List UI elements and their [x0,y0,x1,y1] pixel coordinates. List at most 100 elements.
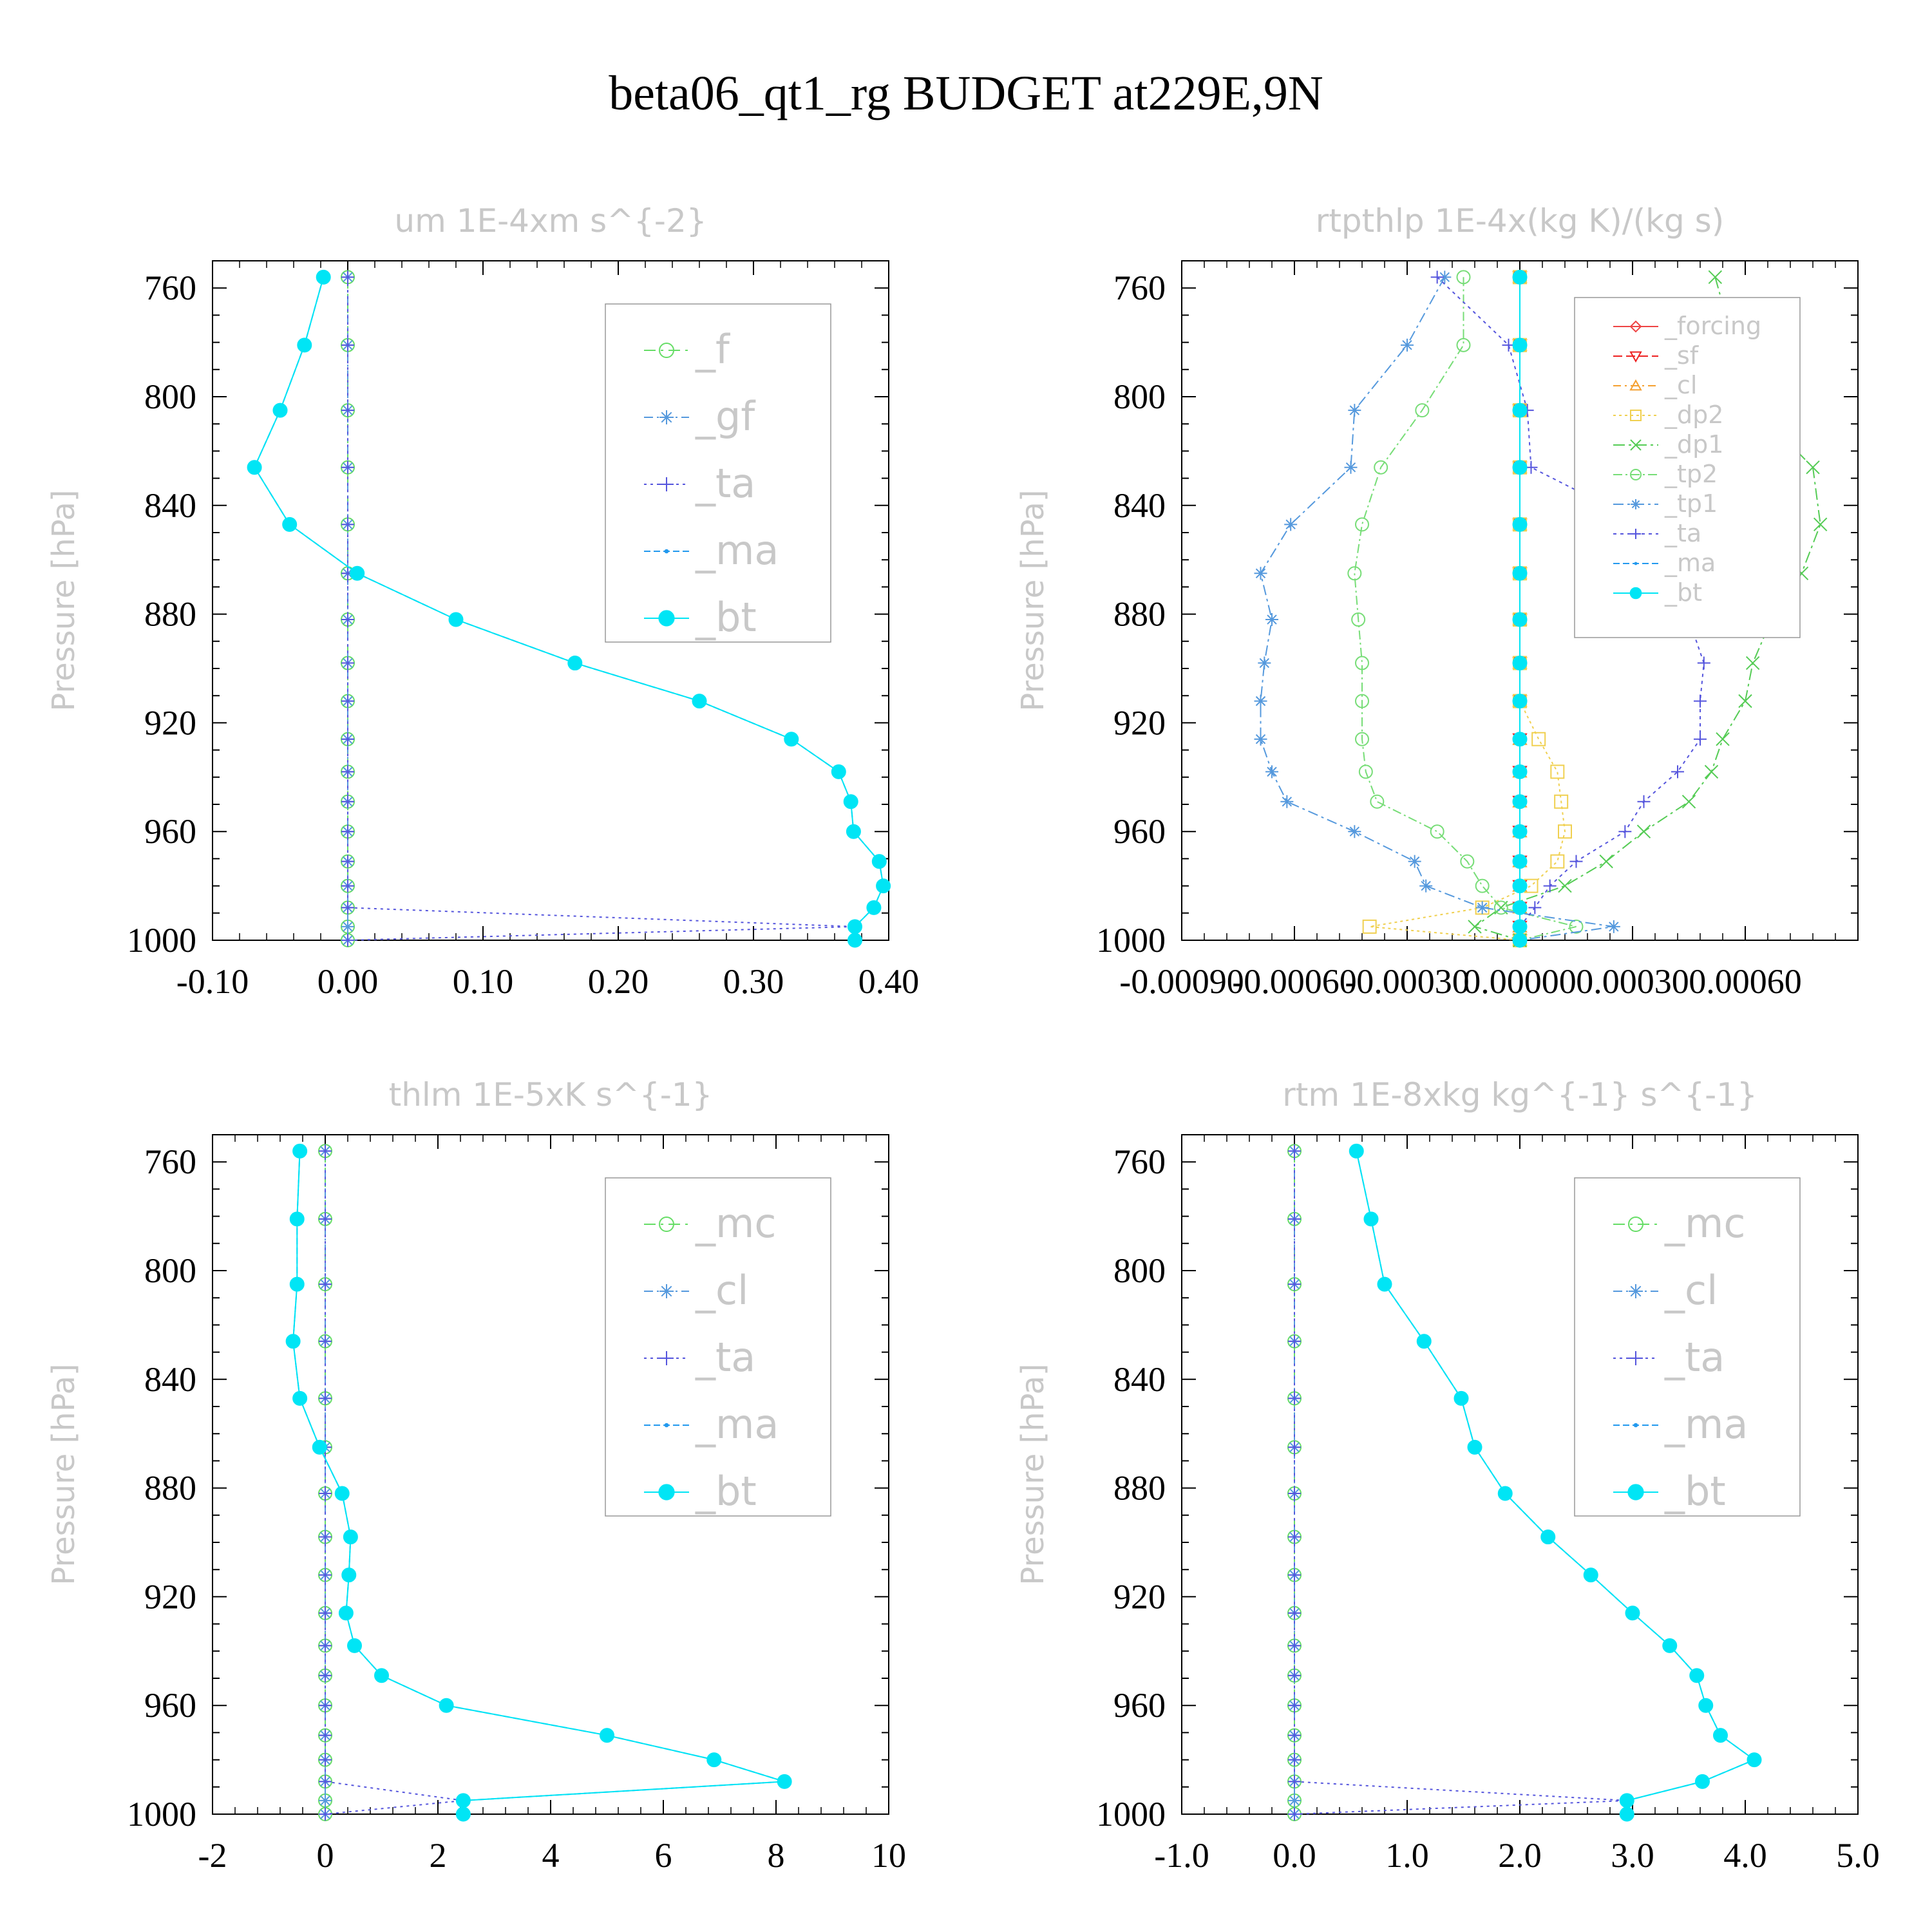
data-point [1512,565,1528,581]
data-point [1512,269,1528,285]
legend-label: _cl [695,1267,748,1314]
data-point [1467,1439,1482,1455]
series-ta [341,270,862,947]
data-point [1698,1698,1714,1713]
data-point [1288,1144,1301,1158]
data-point [692,694,707,709]
data-point [341,934,354,947]
legend-marker [1629,379,1642,391]
data-point [1288,1441,1301,1454]
data-point [319,1639,332,1653]
data-point [374,1668,389,1683]
data-point [1265,765,1278,779]
data-point [1738,694,1752,708]
data-point [843,794,858,810]
x-tick-label: 0.00060 [1689,962,1802,1001]
data-point [866,900,882,915]
data-point [316,269,331,285]
x-tick-label: 0.30 [723,962,784,1001]
y-tick-label: 800 [1113,1251,1166,1290]
data-point [1254,732,1267,746]
legend-marker [659,410,674,424]
legend-label: _bt [695,1468,757,1515]
y-axis-label: Pressure [hPa] [1015,489,1051,711]
y-tick-label: 920 [144,1577,196,1616]
data-point [1512,460,1528,475]
data-point [1370,794,1385,809]
data-point [1416,1334,1432,1349]
x-tick-label: 0.10 [453,962,514,1001]
data-point [1348,404,1361,417]
x-tick-label: 10 [871,1836,906,1875]
data-point [1543,879,1557,893]
legend-label: _sf [1664,341,1700,370]
legend-label: _ma [695,1401,779,1448]
legend-marker [1633,1423,1638,1428]
legend-marker [1629,351,1642,363]
x-tick-label: 0 [317,1836,334,1875]
data-point [319,1530,332,1544]
legend-box [605,1177,831,1517]
legend-marker [659,477,674,491]
y-tick-label: 760 [144,1142,196,1181]
data-point [1599,854,1613,869]
panel-title: rtm 1E-8xkg kg^{-1} s^{-1} [1282,1076,1757,1113]
data-point [289,1276,305,1292]
y-tick-label: 880 [144,1469,196,1508]
y-tick-label: 920 [1113,1577,1166,1616]
y-tick-label: 840 [144,486,196,525]
data-point [1280,795,1294,808]
x-tick-label: 2 [430,1836,447,1875]
y-tick-label: 960 [1113,812,1166,851]
data-point [1528,901,1542,914]
legend-marker [1629,1351,1643,1365]
series-line [325,1151,464,1815]
legend-marker [1630,410,1642,421]
data-point [1344,460,1358,474]
data-point [247,460,262,475]
data-point [1806,460,1820,475]
legend-label: _ta [1664,1334,1725,1381]
x-tick-label: 3.0 [1611,1836,1654,1875]
data-point [1583,1567,1598,1583]
series-bt [285,1143,792,1822]
data-point [848,919,862,934]
y-tick-label: 960 [144,1686,196,1725]
data-point [341,732,354,746]
data-point [448,612,464,627]
data-point [1288,1753,1301,1766]
data-point [341,825,354,838]
data-point [350,565,365,581]
data-point [289,1211,305,1227]
legend-label: _f [695,326,731,373]
data-point [319,1728,332,1742]
data-point [1540,1530,1556,1545]
y-tick-label: 1000 [127,1795,196,1833]
data-point [1401,338,1414,352]
data-point [1288,1392,1301,1405]
legend-marker [1630,469,1642,480]
legend-label: _forcing [1664,312,1761,340]
x-tick-label: 0.40 [858,962,920,1001]
data-point [1362,919,1377,934]
data-point [1512,656,1528,671]
x-tick-label: -1.0 [1154,1836,1209,1875]
legend: _f _gf _ta _ma _bt [605,303,831,643]
data-point [1550,764,1565,779]
y-axis-label: Pressure [hPa] [46,489,82,711]
data-point [1430,270,1444,284]
x-tick-label: 5.0 [1836,1836,1880,1875]
legend-label: _mc [1664,1200,1745,1247]
x-tick-label: 0.20 [588,962,649,1001]
data-point [1355,517,1369,532]
data-point [1695,1774,1710,1789]
x-tick-label: 4.0 [1723,1836,1767,1875]
data-point [1569,919,1584,934]
x-tick-label: 1.0 [1385,1836,1429,1875]
data-point [600,1728,614,1743]
data-point [285,1334,301,1349]
data-point [341,765,354,779]
data-point [1512,854,1528,869]
legend-label: _bt [1664,1468,1726,1515]
series-line [1369,277,1566,941]
